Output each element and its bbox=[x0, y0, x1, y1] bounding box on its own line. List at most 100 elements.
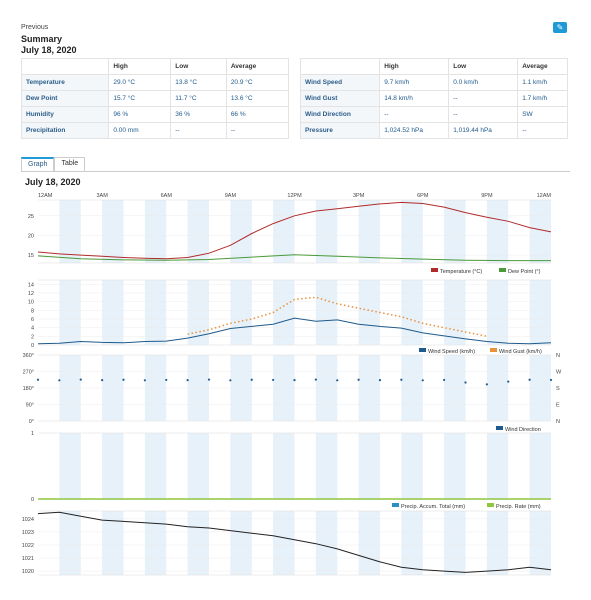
x-tick-label: 6AM bbox=[161, 193, 173, 199]
summary-table-left: High Low Average Temperature 29.0 °C 13.… bbox=[20, 58, 290, 139]
wind-direction-point bbox=[250, 378, 253, 381]
legend-swatch bbox=[431, 268, 438, 272]
x-tick-label: 12AM bbox=[537, 193, 552, 199]
series-line bbox=[37, 254, 551, 262]
y-tick-label: 14 bbox=[28, 282, 34, 288]
table-row: Temperature 29.0 °C 13.8 °C 20.9 °C bbox=[20, 74, 290, 91]
wind-direction-point bbox=[143, 379, 146, 382]
wind-direction-point bbox=[207, 378, 211, 381]
y-tick-label: 90° bbox=[26, 403, 34, 409]
wind-direction-point bbox=[186, 379, 189, 382]
wind-direction-point bbox=[165, 378, 168, 382]
hour-band bbox=[59, 433, 81, 499]
wind-direction-point bbox=[79, 378, 82, 381]
y-tick-label: 360° bbox=[23, 353, 34, 359]
y-tick-label: 10 bbox=[28, 300, 34, 306]
y-tick-label: 4 bbox=[31, 326, 34, 332]
hour-band bbox=[144, 200, 167, 263]
wind-direction-point bbox=[400, 378, 403, 381]
wind-direction-point bbox=[464, 381, 467, 384]
hour-band bbox=[59, 280, 81, 345]
compass-label: E bbox=[556, 403, 560, 409]
hour-band bbox=[59, 511, 81, 575]
y-tick-label: 15 bbox=[28, 253, 34, 259]
hour-band bbox=[102, 280, 124, 345]
hour-band bbox=[230, 511, 252, 575]
hour-band bbox=[144, 433, 167, 499]
edit-button[interactable]: ✎ bbox=[553, 22, 567, 33]
legend-label: Precip. Rate (mm) bbox=[496, 504, 541, 510]
hour-band bbox=[358, 433, 380, 499]
table-cell: -- bbox=[225, 122, 290, 139]
hour-band bbox=[315, 280, 338, 345]
hour-band bbox=[230, 200, 252, 263]
pencil-icon: ✎ bbox=[556, 23, 564, 32]
summary-table-right: High Low Average Wind Speed 9.7 km/h 0.0… bbox=[299, 58, 568, 139]
tab-graph[interactable]: Graph bbox=[21, 157, 55, 171]
row-label: Wind Gust bbox=[299, 90, 381, 107]
hour-band bbox=[230, 433, 252, 499]
table-cell: -- bbox=[517, 122, 568, 139]
page-title: Summary bbox=[21, 34, 63, 44]
hour-band bbox=[358, 280, 380, 345]
hour-band bbox=[529, 511, 551, 575]
wind-direction-point bbox=[443, 378, 446, 382]
legend-label: Wind Gust (km/h) bbox=[499, 349, 542, 355]
legend-swatch bbox=[496, 426, 503, 430]
y-tick-label: 2 bbox=[31, 334, 34, 340]
series-line bbox=[37, 317, 552, 345]
wind-direction-point bbox=[336, 379, 339, 382]
x-tick-label: 3AM bbox=[96, 193, 108, 199]
hour-band bbox=[315, 433, 338, 499]
hour-band bbox=[358, 200, 380, 263]
y-tick-label: 8 bbox=[31, 308, 34, 314]
hour-band bbox=[529, 280, 551, 345]
legend-swatch bbox=[419, 348, 426, 352]
tab-divider bbox=[21, 171, 570, 172]
wind-direction-point bbox=[507, 380, 510, 383]
series-line bbox=[37, 511, 552, 573]
y-tick-label: 12 bbox=[28, 291, 34, 297]
x-tick-label: 9PM bbox=[481, 193, 493, 199]
row-label: Wind Direction bbox=[299, 106, 381, 123]
hour-band bbox=[315, 511, 338, 575]
row-label: Dew Point bbox=[20, 90, 110, 107]
wind-direction-point bbox=[293, 379, 296, 382]
wind-direction-point bbox=[314, 378, 317, 381]
series-line bbox=[37, 201, 552, 260]
hour-band bbox=[486, 200, 509, 263]
chart-date-title: July 18, 2020 bbox=[25, 177, 81, 187]
hour-band bbox=[444, 511, 466, 575]
table-cell: -- bbox=[170, 122, 227, 139]
series-line bbox=[187, 296, 488, 338]
hour-band bbox=[401, 511, 423, 575]
compass-label: N bbox=[556, 419, 560, 425]
wind-direction-point bbox=[36, 378, 40, 381]
hour-band bbox=[273, 200, 295, 263]
wind-direction-point bbox=[528, 378, 531, 381]
legend-label: Wind Speed (km/h) bbox=[428, 349, 475, 355]
hour-band bbox=[102, 511, 124, 575]
hour-band bbox=[444, 280, 466, 345]
row-label: Pressure bbox=[299, 122, 381, 139]
x-tick-label: 9AM bbox=[225, 193, 237, 199]
wind-direction-point bbox=[122, 378, 125, 381]
table-header-row: High Low Average bbox=[299, 58, 568, 75]
table-row: Precipitation 0.00 mm -- -- bbox=[20, 122, 290, 139]
hour-band bbox=[401, 433, 423, 499]
table-cell: 1,019.44 hPa bbox=[448, 122, 519, 139]
hour-band bbox=[230, 280, 252, 345]
legend-label: Temperature (°C) bbox=[440, 269, 482, 275]
hour-band bbox=[444, 433, 466, 499]
tab-table[interactable]: Table bbox=[54, 157, 86, 171]
previous-link[interactable]: Previous bbox=[21, 24, 49, 31]
y-tick-label: 0 bbox=[31, 497, 34, 503]
hour-band bbox=[102, 433, 124, 499]
wind-direction-point bbox=[272, 378, 275, 382]
hour-band bbox=[187, 280, 209, 345]
row-label: Temperature bbox=[20, 74, 110, 91]
table-row: Pressure 1,024.52 hPa 1,019.44 hPa -- bbox=[299, 122, 568, 139]
legend-swatch bbox=[392, 503, 399, 507]
y-tick-label: 1022 bbox=[22, 543, 34, 549]
